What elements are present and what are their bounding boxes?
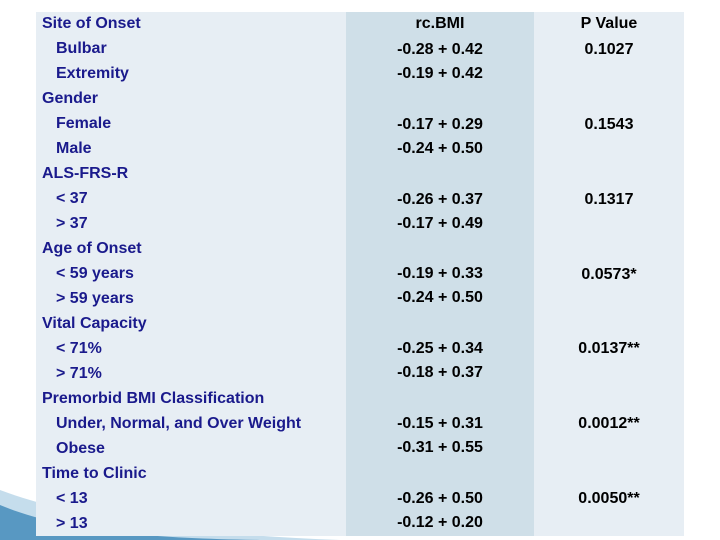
- column-header-p-value: P Value: [534, 12, 684, 37]
- rc-bmi-value: -0.19 + 0.42: [397, 64, 483, 82]
- p-value: 0.0573*: [534, 261, 684, 312]
- row-label: Age of Onset: [36, 236, 346, 262]
- p-value: 0.0137**: [534, 336, 684, 387]
- rc-bmi-value-group: -0.26 + 0.37 -0.17 + 0.49: [346, 186, 534, 237]
- rc-bmi-value: -0.12 + 0.20: [397, 514, 483, 532]
- rc-bmi-value: -0.24 + 0.50: [397, 139, 483, 157]
- spacer-cell: [346, 236, 534, 262]
- row-label: Gender: [36, 86, 346, 112]
- rc-bmi-value: -0.26 + 0.37: [397, 190, 483, 208]
- row-sublabel: Extremity: [36, 61, 346, 87]
- spacer-cell: [534, 86, 684, 112]
- row-label: Premorbid BMI Classification: [36, 386, 346, 412]
- rc-bmi-value: -0.26 + 0.50: [397, 490, 483, 508]
- row-sublabel: < 37: [36, 186, 346, 212]
- rc-bmi-value-group: -0.25 + 0.34 -0.18 + 0.37: [346, 336, 534, 387]
- rc-bmi-value: -0.28 + 0.42: [397, 40, 483, 58]
- row-sublabel: Obese: [36, 436, 346, 462]
- spacer-cell: [346, 461, 534, 487]
- spacer-cell: [346, 311, 534, 337]
- p-value: 0.0012**: [534, 411, 684, 462]
- row-sublabel: Bulbar: [36, 36, 346, 62]
- rc-bmi-value: -0.19 + 0.33: [397, 265, 483, 283]
- spacer-cell: [534, 461, 684, 487]
- row-sublabel: > 59 years: [36, 286, 346, 312]
- spacer-cell: [346, 386, 534, 412]
- row-label: Site of Onset: [36, 12, 346, 37]
- rc-bmi-value: -0.24 + 0.50: [397, 289, 483, 307]
- row-sublabel: Female: [36, 111, 346, 137]
- p-value: 0.1317: [534, 186, 684, 237]
- row-label: Time to Clinic: [36, 461, 346, 487]
- rc-bmi-value: -0.15 + 0.31: [397, 415, 483, 433]
- rc-bmi-value: -0.25 + 0.34: [397, 340, 483, 358]
- rc-bmi-value-group: -0.17 + 0.29 -0.24 + 0.50: [346, 111, 534, 162]
- rc-bmi-value: -0.17 + 0.29: [397, 115, 483, 133]
- p-value: 0.1027: [534, 36, 684, 87]
- row-sublabel: Male: [36, 136, 346, 162]
- row-sublabel: > 37: [36, 211, 346, 237]
- spacer-cell: [346, 86, 534, 112]
- p-value: 0.1543: [534, 111, 684, 162]
- p-value: 0.0050**: [534, 486, 684, 536]
- row-sublabel: < 71%: [36, 336, 346, 362]
- row-sublabel: > 13: [36, 511, 346, 536]
- rc-bmi-value-group: -0.15 + 0.31 -0.31 + 0.55: [346, 411, 534, 462]
- rc-bmi-value: -0.31 + 0.55: [397, 439, 483, 457]
- row-label: ALS-FRS-R: [36, 161, 346, 187]
- spacer-cell: [534, 236, 684, 262]
- rc-bmi-value: -0.18 + 0.37: [397, 364, 483, 382]
- rc-bmi-value-group: -0.28 + 0.42 -0.19 + 0.42: [346, 36, 534, 87]
- rc-bmi-value: -0.17 + 0.49: [397, 214, 483, 232]
- rc-bmi-value-group: -0.26 + 0.50 -0.12 + 0.20: [346, 486, 534, 536]
- row-sublabel: < 59 years: [36, 261, 346, 287]
- spacer-cell: [534, 386, 684, 412]
- column-header-rc-bmi: rc.BMI: [346, 12, 534, 37]
- row-label: Vital Capacity: [36, 311, 346, 337]
- spacer-cell: [346, 161, 534, 187]
- rc-bmi-value-group: -0.19 + 0.33 -0.24 + 0.50: [346, 261, 534, 312]
- spacer-cell: [534, 161, 684, 187]
- row-sublabel: Under, Normal, and Over Weight: [36, 411, 346, 437]
- row-sublabel: < 13: [36, 486, 346, 512]
- spacer-cell: [534, 311, 684, 337]
- row-sublabel: > 71%: [36, 361, 346, 387]
- rc-bmi-table: Site of Onset rc.BMI P Value Bulbar Extre…: [36, 12, 684, 536]
